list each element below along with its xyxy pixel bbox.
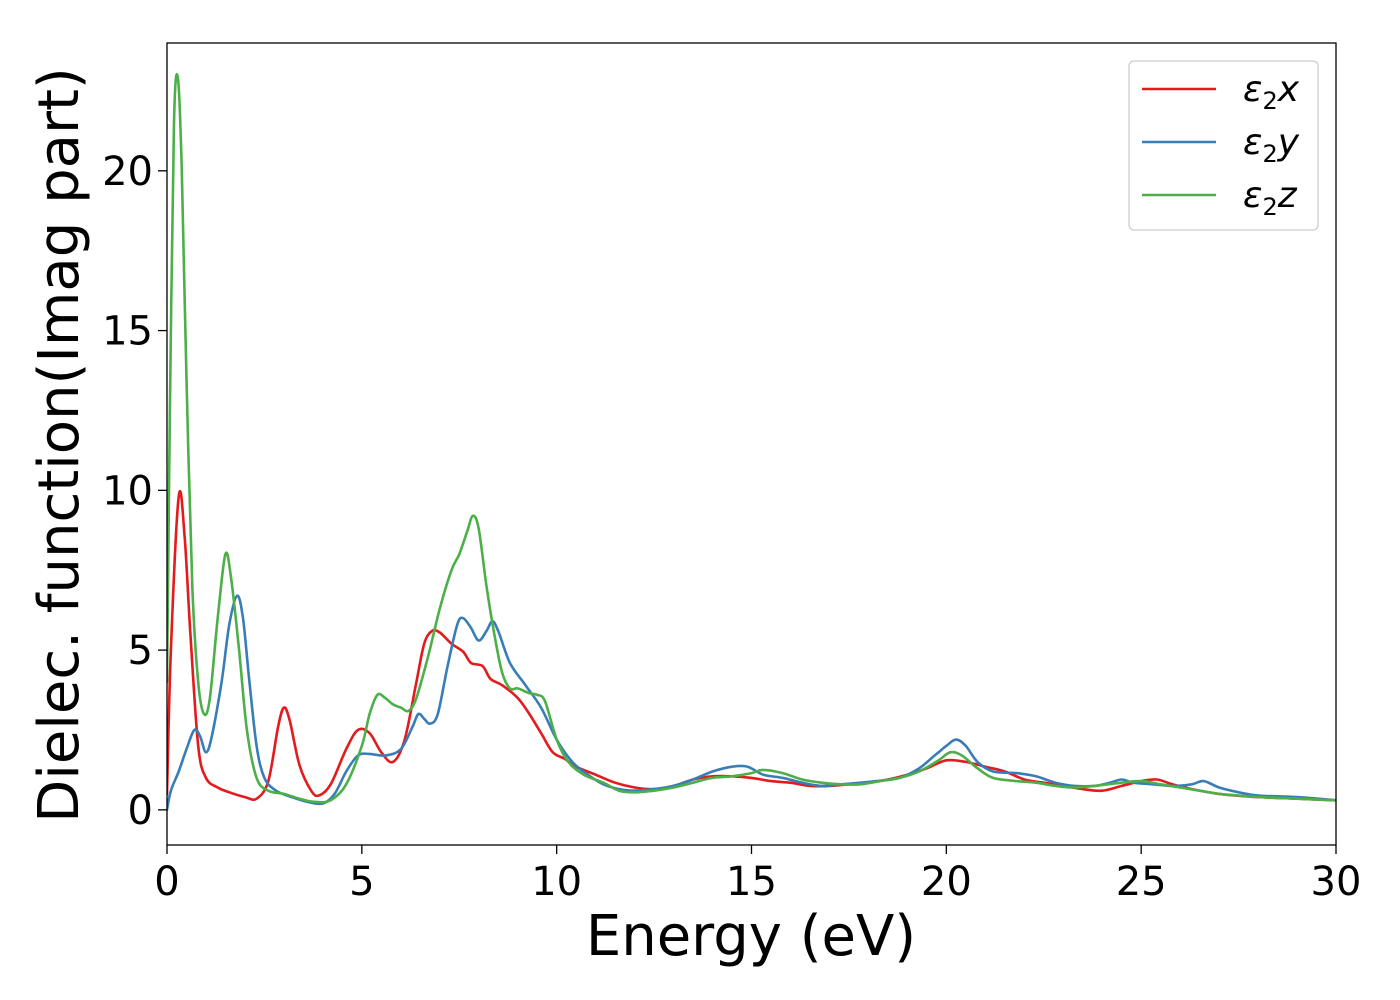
series-line-z [167,73,1336,804]
y-tick-label: 5 [128,628,153,674]
legend-label-z: ε2z [1243,175,1298,221]
x-tick-label: 0 [154,859,179,905]
x-axis-ticks: 0 5 10 15 20 25 30 [154,845,1361,905]
legend-box [1128,60,1319,231]
legend-label-y: ε2y [1243,122,1300,168]
y-tick-label: 0 [128,788,153,834]
y-axis-label: Dielec. function(Imag part) [27,67,92,823]
legend-label-x: ε2x [1243,69,1300,115]
x-tick-label: 15 [726,859,777,905]
series-line-x [167,489,1336,802]
x-tick-label: 10 [531,859,582,905]
legend: ε2x ε2y ε2z [1128,60,1319,231]
y-axis-ticks: 0 5 10 15 20 [102,149,167,834]
y-tick-label: 20 [102,149,153,195]
y-tick-label: 15 [102,309,153,355]
x-tick-label: 30 [1311,859,1362,905]
y-tick-label: 10 [102,468,153,514]
series-line-y [167,594,1336,812]
x-tick-label: 5 [349,859,374,905]
x-axis-label: Energy (eV) [586,904,916,969]
series-layer [167,73,1336,812]
x-tick-label: 25 [1116,859,1167,905]
x-tick-label: 20 [921,859,972,905]
